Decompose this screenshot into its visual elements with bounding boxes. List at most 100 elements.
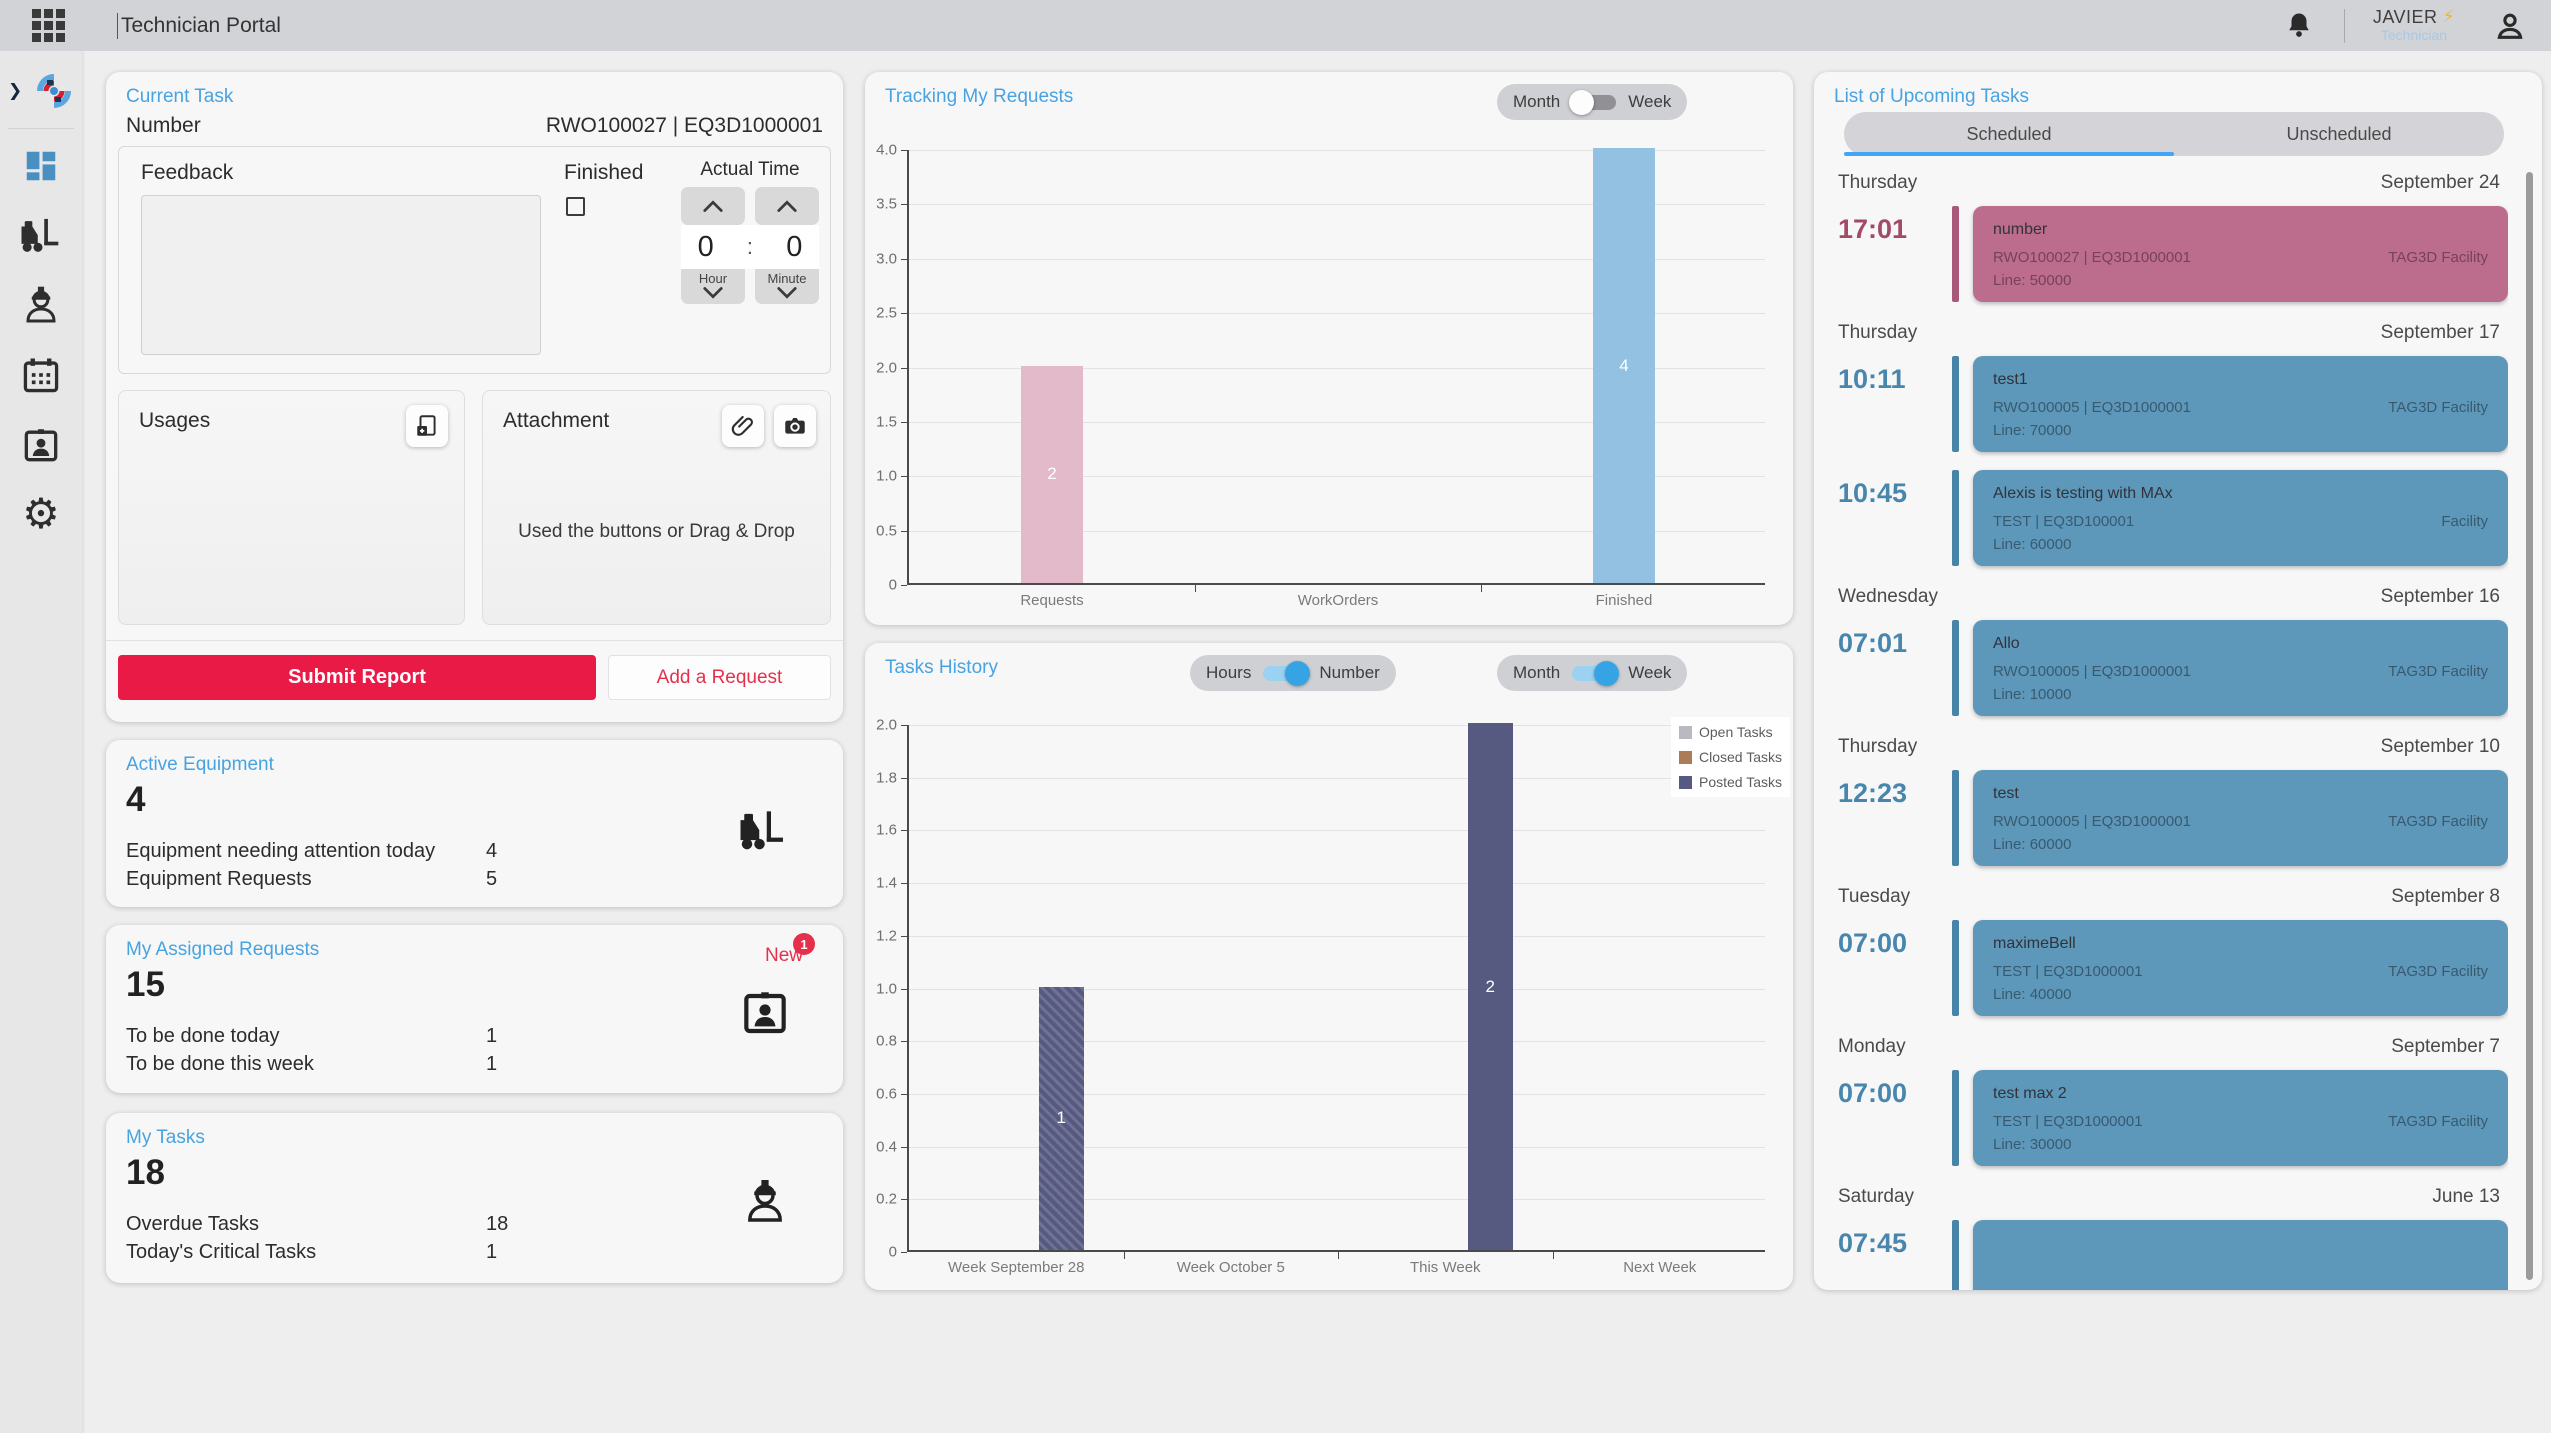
gridline bbox=[909, 476, 1765, 478]
notifications-bell-icon[interactable] bbox=[2284, 11, 2314, 41]
upcoming-task-item[interactable]: test RWO100005 | EQ3D1000001 TAG3D Facilit… bbox=[1973, 770, 2508, 866]
upcoming-task-list: Thursday September 24 17:01 number RWO100027… bbox=[1834, 166, 2508, 1290]
toggle-left-label[interactable]: Month bbox=[1513, 663, 1561, 682]
tab-label: Unscheduled bbox=[2286, 123, 2392, 144]
toggle-switch[interactable] bbox=[1263, 660, 1311, 686]
stat-label: To be done this week bbox=[126, 1053, 314, 1075]
toggle-right-label[interactable]: Number bbox=[1319, 663, 1380, 682]
y-axis-tick bbox=[901, 476, 907, 478]
x-axis-label: Requests bbox=[1020, 592, 1084, 609]
add-request-button[interactable]: Add a Request bbox=[608, 655, 831, 700]
sidebar-item-technicians[interactable] bbox=[0, 281, 82, 329]
upcoming-task-item[interactable]: maximeBell TEST | EQ3D1000001 TAG3D Facili… bbox=[1973, 920, 2508, 1016]
bar-value-label: 2 bbox=[1485, 976, 1495, 996]
upcoming-task-item[interactable] bbox=[1973, 1220, 2508, 1290]
tab-unscheduled[interactable]: Unscheduled bbox=[2174, 112, 2504, 156]
y-axis-tick bbox=[901, 883, 907, 885]
technician-icon bbox=[26, 286, 56, 323]
x-axis-tick bbox=[1481, 584, 1482, 592]
camera-button[interactable] bbox=[774, 405, 816, 447]
task-ref: RWO100027 | EQ3D1000001 bbox=[1993, 249, 2191, 266]
sidebar-item-calendar[interactable] bbox=[0, 353, 82, 397]
hour-down-button[interactable]: Hour bbox=[681, 269, 745, 304]
sidebar-item-dashboard[interactable] bbox=[0, 147, 82, 185]
apps-grid-icon[interactable] bbox=[32, 9, 65, 42]
toggle-right-label[interactable]: Week bbox=[1628, 92, 1672, 111]
gridline bbox=[909, 150, 1765, 151]
legend-swatch-open bbox=[1678, 725, 1692, 739]
hour-up-button[interactable] bbox=[681, 187, 745, 225]
upcoming-task-item[interactable]: test1 RWO100005 | EQ3D1000001 TAG3D Facili… bbox=[1973, 356, 2508, 452]
submit-report-button[interactable]: Submit Report bbox=[118, 655, 596, 700]
minute-down-button[interactable]: Minute bbox=[755, 269, 819, 304]
bar-value-label: 4 bbox=[1619, 355, 1629, 375]
minute-label: Minute bbox=[767, 271, 807, 286]
task-title: test bbox=[1993, 785, 2019, 802]
upcoming-task-item[interactable]: test max 2 TEST | EQ3D1000001 TAG3D Facili… bbox=[1973, 1070, 2508, 1166]
toggle-switch[interactable] bbox=[1572, 660, 1620, 686]
tasks-history-title: Tasks History bbox=[885, 657, 998, 678]
upcoming-task-item[interactable]: Allo RWO100005 | EQ3D1000001 TAG3D Facilit… bbox=[1973, 620, 2508, 716]
minute-up-button[interactable] bbox=[755, 187, 819, 225]
task-line: Line: 50000 bbox=[1993, 272, 2072, 289]
x-axis-label: Next Week bbox=[1623, 1259, 1697, 1276]
badge-icon bbox=[24, 429, 58, 462]
minute-value[interactable]: 0 bbox=[786, 230, 803, 263]
add-usage-button[interactable] bbox=[406, 405, 448, 447]
sidebar-item-settings[interactable]: ⚙ bbox=[0, 493, 82, 535]
task-row: 10:11 test1 RWO100005 | EQ3D1000001 TAG3D F… bbox=[1834, 356, 2508, 452]
task-time: 07:00 bbox=[1838, 928, 1908, 958]
task-line: Line: 60000 bbox=[1993, 536, 2072, 553]
user-block[interactable]: JAVIER ⚡ Technician bbox=[2373, 7, 2455, 43]
sidebar-item-requests-badge[interactable] bbox=[0, 423, 82, 467]
feedback-textarea[interactable] bbox=[141, 195, 541, 355]
task-accent-bar bbox=[1952, 1070, 1959, 1166]
sidebar-divider bbox=[8, 128, 74, 129]
day-label: Thursday bbox=[1838, 172, 1918, 193]
toggle-switch[interactable] bbox=[1569, 89, 1617, 115]
upcoming-tasks-card: List of Upcoming Tasks Scheduled Unsched… bbox=[1814, 72, 2542, 1290]
upcoming-task-item[interactable]: Alexis is testing with MAx TEST | EQ3D100… bbox=[1973, 470, 2508, 566]
y-axis-tick bbox=[901, 1252, 907, 1253]
expand-chevron-icon[interactable]: ❯ bbox=[8, 81, 23, 100]
legend-swatch-closed bbox=[1678, 750, 1692, 764]
active-equipment-total: 4 bbox=[126, 780, 146, 819]
y-axis-tick bbox=[901, 988, 907, 990]
upcoming-task-item[interactable]: number RWO100027 | EQ3D1000001 TAG3D Facil… bbox=[1973, 206, 2508, 302]
stat-value: 1 bbox=[486, 1241, 498, 1263]
task-ref: RWO100005 | EQ3D1000001 bbox=[1993, 813, 2191, 830]
left-sidebar: ❯ bbox=[0, 51, 82, 1433]
gridline bbox=[909, 530, 1765, 532]
current-task-title: Current Task bbox=[126, 86, 234, 107]
chart-legend: Open Tasks Closed Tasks Posted Tasks bbox=[1670, 717, 1790, 797]
day-label: Monday bbox=[1838, 1036, 1906, 1057]
attachment-dropzone[interactable]: Attachment Used the buttons or Drag & Dr… bbox=[482, 390, 831, 625]
task-section: Thursday September 17 10:11 test1 RWO100005 … bbox=[1834, 320, 2508, 566]
gridline bbox=[909, 1146, 1765, 1148]
hour-value[interactable]: 0 bbox=[697, 230, 714, 263]
date-label: September 7 bbox=[2391, 1036, 2500, 1057]
new-label: New bbox=[764, 945, 803, 966]
list-scrollbar[interactable] bbox=[2526, 172, 2533, 1280]
task-row: 07:00 maximeBell TEST | EQ3D1000001 TAG3D F… bbox=[1834, 920, 2508, 1016]
legend-swatch-posted bbox=[1678, 775, 1692, 789]
task-line: Line: 70000 bbox=[1993, 422, 2072, 439]
tab-label: Scheduled bbox=[1966, 123, 2052, 144]
tab-scheduled[interactable]: Scheduled bbox=[1844, 112, 2174, 156]
sidebar-item-equipment[interactable] bbox=[0, 207, 82, 259]
date-label: September 24 bbox=[2380, 172, 2500, 193]
usages-dropzone[interactable]: Usages bbox=[118, 390, 465, 625]
attach-file-button[interactable] bbox=[722, 405, 764, 447]
toggle-left-label[interactable]: Hours bbox=[1206, 663, 1252, 682]
x-axis-label: Finished bbox=[1595, 592, 1653, 609]
toggle-right-label[interactable]: Week bbox=[1628, 663, 1672, 682]
gridline bbox=[909, 1093, 1765, 1095]
finished-checkbox[interactable] bbox=[566, 197, 585, 216]
section-header: Monday September 7 bbox=[1838, 1034, 2500, 1060]
active-equipment-title: Active Equipment bbox=[126, 754, 274, 775]
stat-value: 5 bbox=[486, 868, 498, 890]
y-axis-tick bbox=[901, 204, 907, 206]
toggle-left-label[interactable]: Month bbox=[1513, 92, 1561, 111]
account-person-icon[interactable] bbox=[2493, 9, 2527, 43]
y-axis-tick bbox=[901, 421, 907, 423]
